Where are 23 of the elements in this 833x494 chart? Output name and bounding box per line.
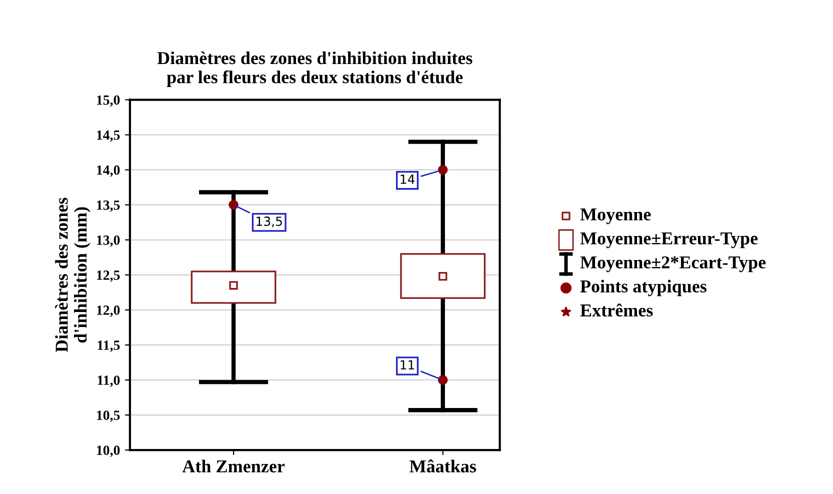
annotation: 11 [400,360,414,370]
x-tick-label: Ath Zmenzer [182,460,285,472]
y-tick-label: 10,0 [97,446,120,458]
y-tick-label: 10,5 [97,410,120,422]
y-tick-label: 12,0 [97,306,120,317]
text: Points atypiques [580,280,706,296]
annotation: 14 [400,174,415,184]
y-tick-label: 12,5 [97,270,120,282]
y-tick-label: 14,5 [97,130,120,142]
y-tick-label: 13,0 [97,235,120,247]
y-tick-label: 14,0 [97,165,120,177]
chart-title: Diamètres des zones d'inhibition induites par les fleurs des deux stations d'étude [157,51,472,87]
y-axis-title: Diamètres des zones d'inhibition (mm) [55,198,90,352]
annotation: 13,5 [256,216,282,228]
y-tick-label: 13,5 [97,200,120,212]
text: Moyenne±2*Ecart-Type [580,256,766,272]
y-tick-label: 11,5 [98,340,120,352]
y-tick-label: 15,0 [97,95,120,107]
text: Moyenne±Erreur-Type [580,232,758,248]
x-tick-label: Mâatkas [410,460,476,472]
text: Moyenne [580,208,651,224]
y-tick-label: 11,0 [98,376,120,387]
text: Extrêmes [580,304,653,317]
